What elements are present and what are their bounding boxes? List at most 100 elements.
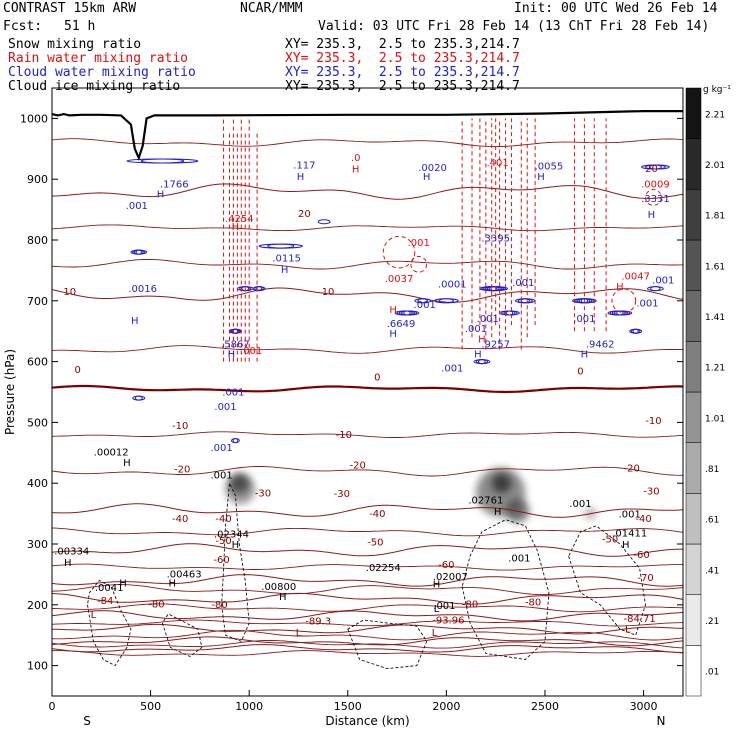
contour-label: .00463 [167,570,202,581]
colorbar-tick-label: 1.21 [705,364,725,374]
contour-label: 10 [63,287,76,298]
cloud-ice-contour [221,481,250,642]
contour-label: .0 [351,153,361,164]
rain-water-contour [611,288,637,314]
contour-label: -20 [624,464,640,475]
x-tick-label: 0 [49,700,56,713]
cloud-water-contour [134,395,143,401]
contour-label: H [232,540,240,551]
contour-label: H [281,265,289,276]
temperature-contour [51,650,684,657]
y-tick-label: 500 [27,416,48,429]
contour-label: 20 [298,209,311,220]
contour-label: .02254 [366,563,401,574]
contour-label: H [131,316,139,327]
contour-label: .0041 [95,583,124,594]
y-tick-label: 300 [27,538,48,551]
contour-label: -40 [369,509,385,520]
contour-label: -30 [334,489,350,500]
contour-label: .02007 [433,572,468,583]
contour-label: -80 [462,599,478,610]
cloud-water-contour [403,310,411,316]
contour-label: .001 [477,314,499,325]
cloud-water-contour [126,158,199,164]
contour-label: .001 [222,387,244,398]
temperature-contour [51,610,684,622]
contour-label: .001 [512,278,534,289]
cloud-water-contour [616,310,624,316]
snow-plume [505,498,530,523]
contour-label: H [581,349,589,360]
contour-label: .3395 [481,234,510,245]
cloud-water-contour [317,219,331,225]
contour-label: .0020 [418,163,447,174]
south-label: S [83,714,91,728]
contour-label: .0009 [641,179,670,190]
temperature-contour [51,574,684,587]
colorbar: .01 .21 .41 .61 .81 1.01 1.21 1.41 1.61 1.81 2.01 2… [685,85,731,697]
y-tick-label: 400 [27,477,48,490]
contour-label: -60 [213,555,229,566]
temperature-contour [51,543,684,557]
contour-label: L [296,628,302,639]
cloud-water-contour [505,310,514,316]
contour-label: -50 [215,536,231,547]
forecast-label: Fcst: [3,19,43,34]
contour-label: -40 [172,514,188,525]
contour-label: .01411 [612,529,647,540]
contour-label: .00012 [94,447,129,458]
contour-label: .001 [240,346,262,357]
snow-plume [229,473,250,494]
colorbar-tick-label: 1.01 [705,414,725,424]
contour-label: .9257 [481,340,510,351]
contour-label: .0115 [272,253,301,264]
contour-label: -40 [635,514,651,525]
cloud-ice-contours [87,481,646,670]
cloud-ice-contour [461,519,550,660]
contour-label: -84.71 [623,614,655,625]
rain-water-contour [410,255,428,273]
contour-label: H [423,172,431,183]
colorbar-cell [685,189,702,241]
temperature-contour [51,527,684,537]
colorbar-tick-label: .01 [705,668,719,678]
contour-label: .9462 [586,340,615,351]
rain-water-contour [382,235,416,269]
colorbar-cell [685,594,702,646]
contour-label: 0 [74,365,80,376]
contour-label: H [648,210,656,221]
contour-label: .001 [414,300,436,311]
cloud-water-contour [417,298,428,304]
cloud-water-contour [438,298,454,304]
temperature-contour [51,503,684,518]
contour-label: 10 [322,287,335,298]
cloud-water-contour [648,164,662,170]
contour-label: H [478,335,486,346]
colorbar-cell [685,493,702,545]
temperature-contour [51,287,684,303]
colorbar-cell [685,391,702,443]
contour-label: .001 [569,499,591,510]
field-xy-cloud-water: XY= 235.3, 2.5 to 235.3,214.7 [285,65,520,80]
contour-label: -89.3 [305,617,331,628]
colorbar-tick-label: 2.01 [705,161,725,171]
field-xy-rain: XY= 235.3, 2.5 to 235.3,214.7 [285,51,520,66]
x-tick-label: 2500 [531,700,559,713]
cloud-water-contour [232,328,238,334]
field-xy-snow: XY= 235.3, 2.5 to 235.3,214.7 [285,37,520,52]
cloud-water-contour [258,243,303,249]
cloud-ice-contour [161,613,203,658]
contour-label: 0 [374,372,380,383]
field-name-snow: Snow mixing ratio [8,37,142,52]
temperature-contour [51,259,684,270]
contour-label: .1766 [160,179,189,190]
contour-label: -80 [148,599,164,610]
contour-label: H [123,458,131,469]
x-axis-label: Distance (km) [325,714,409,728]
snow-plume [491,473,512,494]
y-tick-label: 1000 [20,112,48,125]
contour-label: .001 [433,601,455,612]
contour-label: H [616,282,624,293]
contour-label: .001 [210,470,232,481]
contour-label: L [91,610,97,621]
